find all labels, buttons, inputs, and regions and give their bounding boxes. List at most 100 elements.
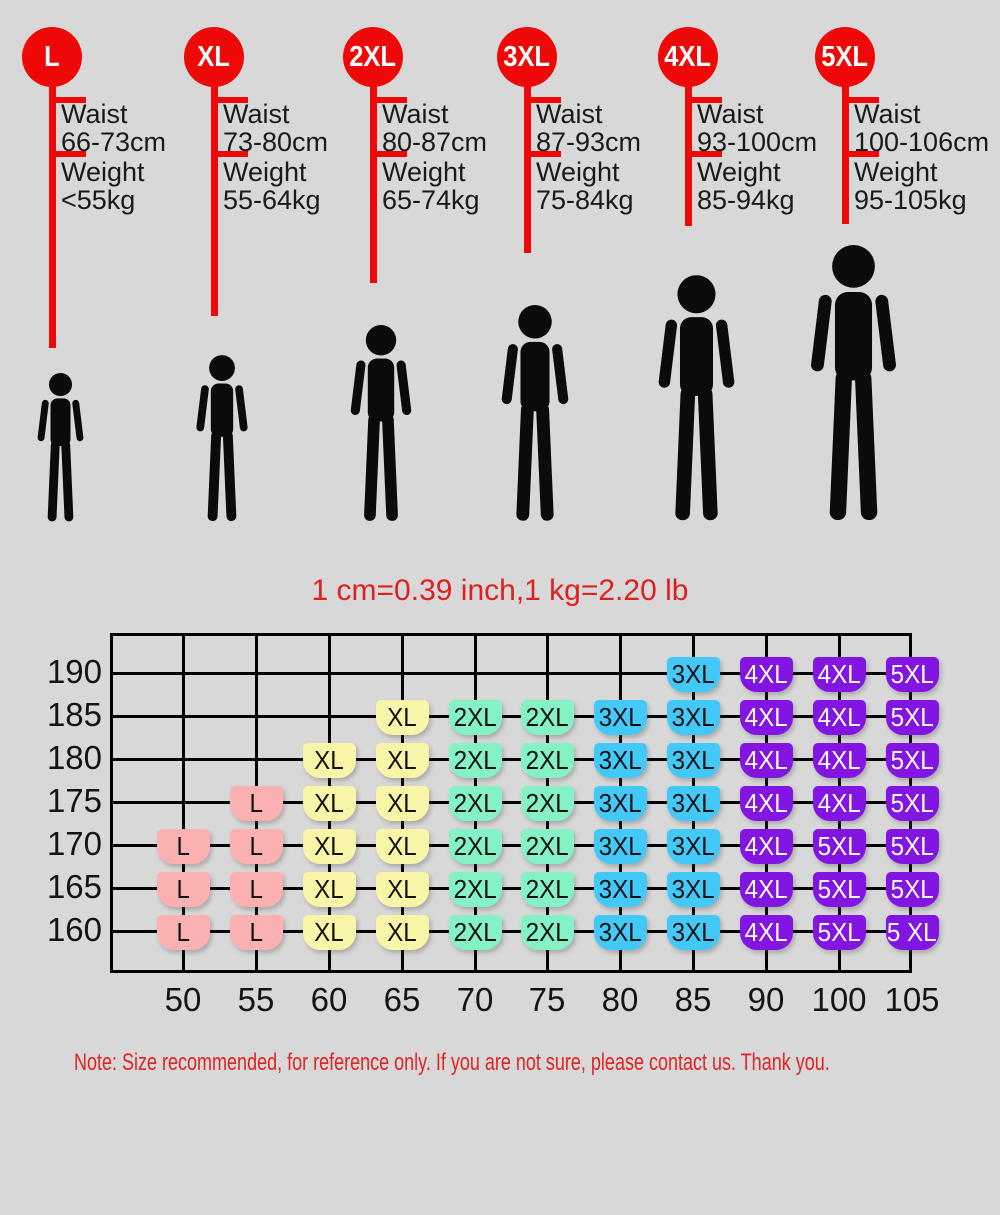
size-cell-badge: 3XL bbox=[593, 915, 647, 950]
size-cell-badge: 3XL bbox=[666, 657, 720, 692]
size-cell-badge: 4XL bbox=[739, 700, 793, 735]
pointer-tick bbox=[217, 151, 248, 157]
size-cell-badge: 5XL bbox=[812, 915, 866, 950]
pointer-tick bbox=[217, 97, 248, 103]
size-cell-badge: 5XL bbox=[885, 872, 939, 907]
waist-label: Waist bbox=[61, 99, 128, 129]
weight-axis-label: 55 bbox=[237, 981, 275, 1018]
size-circle-badge: L bbox=[22, 27, 82, 87]
weight-range: 85-94kg bbox=[697, 185, 795, 215]
weight-axis-label: 60 bbox=[310, 981, 348, 1018]
waist-label: Waist bbox=[697, 99, 764, 129]
size-cell-badge: 5XL bbox=[885, 657, 939, 692]
size-cell-label: 5 XL bbox=[887, 917, 937, 947]
size-cell-badge: 4XL bbox=[812, 657, 866, 692]
size-cell-label: XL bbox=[387, 745, 417, 775]
size-cell-label: 4XL bbox=[744, 745, 788, 775]
size-cell-label: L bbox=[249, 788, 263, 818]
weight-spec: Weight 55-64kg bbox=[223, 158, 321, 214]
height-axis-label: 160 bbox=[46, 911, 102, 948]
size-circle-label: 5XL bbox=[821, 40, 869, 73]
person-icon bbox=[633, 275, 760, 523]
size-cell-label: L bbox=[176, 917, 190, 947]
size-cell-badge: XL bbox=[375, 872, 429, 907]
person-icon bbox=[479, 305, 591, 523]
pointer-tick bbox=[376, 97, 407, 103]
weight-label: Weight bbox=[223, 157, 307, 187]
pointer-tick bbox=[530, 151, 561, 157]
size-circle-badge: XL bbox=[184, 27, 244, 87]
size-circle-badge: 2XL bbox=[343, 27, 403, 87]
size-cell-badge: XL bbox=[375, 700, 429, 735]
weight-axis-label: 70 bbox=[456, 981, 494, 1018]
size-cell-badge: XL bbox=[302, 872, 356, 907]
size-circle-badge: 3XL bbox=[497, 27, 557, 87]
size-cell-label: L bbox=[249, 917, 263, 947]
pointer-tick bbox=[848, 151, 879, 157]
size-cell-label: 3XL bbox=[598, 917, 642, 947]
size-cell-label: 3XL bbox=[671, 659, 715, 689]
size-cell-badge: XL bbox=[375, 915, 429, 950]
size-cell-label: 3XL bbox=[598, 745, 642, 775]
size-cell-badge: 3XL bbox=[593, 700, 647, 735]
weight-spec: Weight 85-94kg bbox=[697, 158, 795, 214]
pointer-tick bbox=[55, 151, 86, 157]
size-cell-label: 4XL bbox=[744, 702, 788, 732]
weight-spec: Weight <55kg bbox=[61, 158, 145, 214]
size-cell-badge: 4XL bbox=[812, 786, 866, 821]
size-cell-badge: 2XL bbox=[520, 700, 574, 735]
size-cell-label: 2XL bbox=[453, 788, 497, 818]
size-cell-label: 4XL bbox=[744, 831, 788, 861]
size-cell-label: 4XL bbox=[817, 659, 861, 689]
pointer-line bbox=[524, 84, 531, 253]
grid-line-horizontal bbox=[113, 800, 909, 804]
size-cell-badge: 4XL bbox=[739, 786, 793, 821]
size-cell-badge: 4XL bbox=[739, 872, 793, 907]
weight-range: 95-105kg bbox=[854, 185, 967, 215]
grid-line-horizontal bbox=[113, 929, 909, 933]
size-cell-label: 5XL bbox=[890, 745, 934, 775]
height-axis-label: 165 bbox=[46, 868, 102, 905]
size-cell-label: 3XL bbox=[598, 788, 642, 818]
waist-spec: Waist 87-93cm bbox=[536, 100, 641, 156]
size-cell-label: 2XL bbox=[525, 917, 569, 947]
size-cell-badge: 3XL bbox=[666, 743, 720, 778]
size-circle-label: 4XL bbox=[664, 40, 712, 73]
size-circle-badge: 4XL bbox=[658, 27, 718, 87]
size-cell-label: 4XL bbox=[817, 788, 861, 818]
size-cell-label: XL bbox=[387, 831, 417, 861]
size-cell-label: XL bbox=[314, 831, 344, 861]
size-cell-badge: 4XL bbox=[812, 700, 866, 735]
waist-range: 66-73cm bbox=[61, 127, 167, 157]
size-cell-label: 5XL bbox=[817, 831, 861, 861]
size-cell-badge: 2XL bbox=[520, 829, 574, 864]
pointer-line bbox=[842, 84, 849, 224]
size-cell-label: 3XL bbox=[598, 831, 642, 861]
waist-range: 100-106cm bbox=[854, 127, 990, 157]
waist-label: Waist bbox=[223, 99, 290, 129]
weight-axis-label: 75 bbox=[528, 981, 566, 1018]
size-cell-label: 5XL bbox=[817, 874, 861, 904]
size-cell-label: 4XL bbox=[744, 917, 788, 947]
size-cell-label: 5XL bbox=[890, 702, 934, 732]
weight-axis-label: 100 bbox=[811, 981, 867, 1018]
size-cell-label: XL bbox=[387, 874, 417, 904]
size-cell-badge: 2XL bbox=[448, 872, 502, 907]
size-cell-label: 5XL bbox=[890, 831, 934, 861]
size-cell-badge: 5XL bbox=[812, 829, 866, 864]
grid-line-horizontal bbox=[113, 714, 909, 718]
size-cell-label: 2XL bbox=[525, 874, 569, 904]
pointer-line bbox=[211, 84, 218, 316]
size-cell-badge: L bbox=[156, 872, 210, 907]
size-cell-badge: 5XL bbox=[885, 743, 939, 778]
weight-range: <55kg bbox=[61, 185, 136, 215]
size-cell-badge: 4XL bbox=[739, 829, 793, 864]
height-axis-label: 190 bbox=[46, 653, 102, 690]
size-cell-label: 4XL bbox=[817, 745, 861, 775]
height-axis-label: 175 bbox=[46, 782, 102, 819]
size-cell-label: L bbox=[176, 831, 190, 861]
weight-label: Weight bbox=[854, 157, 938, 187]
size-cell-badge: L bbox=[229, 872, 283, 907]
waist-spec: Waist 93-100cm bbox=[697, 100, 817, 156]
pointer-tick bbox=[691, 151, 722, 157]
